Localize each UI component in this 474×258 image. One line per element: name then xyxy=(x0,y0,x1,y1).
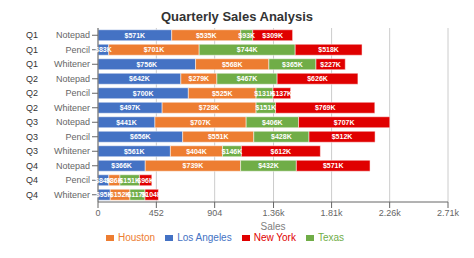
svg-text:$561K: $561K xyxy=(124,148,145,156)
svg-text:$701K: $701K xyxy=(144,46,165,54)
svg-text:$428K: $428K xyxy=(271,133,292,141)
svg-text:$568K: $568K xyxy=(222,61,243,69)
svg-text:Sales: Sales xyxy=(260,221,285,232)
html-text:Texas: Texas xyxy=(317,232,345,243)
svg-text:Q1: Q1 xyxy=(26,59,38,69)
svg-text:$93K: $93K xyxy=(238,32,255,40)
svg-text:Q3: Q3 xyxy=(26,146,38,156)
svg-text:$571K: $571K xyxy=(323,162,344,170)
svg-text:$279K: $279K xyxy=(189,75,210,83)
svg-text:904: 904 xyxy=(207,208,222,218)
svg-text:$525K: $525K xyxy=(212,90,233,98)
svg-text:$152K: $152K xyxy=(109,191,131,199)
svg-text:$642K: $642K xyxy=(129,75,150,83)
svg-text:$571K: $571K xyxy=(125,32,146,40)
html-text:Houston: Houston xyxy=(117,232,156,243)
svg-text:452: 452 xyxy=(149,208,164,218)
svg-text:$86K: $86K xyxy=(106,176,123,184)
svg-text:$707K: $707K xyxy=(334,119,355,127)
svg-text:$117K: $117K xyxy=(127,191,148,199)
svg-text:Whitener: Whitener xyxy=(54,103,90,113)
svg-text:$700K: $700K xyxy=(133,90,154,98)
svg-text:Q2: Q2 xyxy=(26,74,38,84)
svg-text:Notepad: Notepad xyxy=(56,30,90,40)
svg-text:$626K: $626K xyxy=(307,75,328,83)
svg-text:Q1: Q1 xyxy=(26,45,38,55)
svg-text:Q4: Q4 xyxy=(26,175,38,185)
svg-text:$137K: $137K xyxy=(272,90,293,98)
svg-text:Whitener: Whitener xyxy=(54,190,90,200)
svg-text:$366K: $366K xyxy=(111,162,132,170)
svg-text:$612K: $612K xyxy=(271,148,292,156)
svg-text:$497K: $497K xyxy=(120,104,141,112)
svg-text:$707K: $707K xyxy=(190,119,211,127)
svg-text:$535K: $535K xyxy=(196,32,217,40)
svg-text:$744K: $744K xyxy=(237,46,258,54)
svg-text:$151K: $151K xyxy=(119,176,140,184)
svg-text:2.26k: 2.26k xyxy=(379,208,402,218)
svg-text:Q2: Q2 xyxy=(26,103,38,113)
svg-text:$104K: $104K xyxy=(141,191,162,199)
svg-text:Notepad: Notepad xyxy=(56,161,90,171)
svg-text:Pencil: Pencil xyxy=(65,175,90,185)
svg-text:$756K: $756K xyxy=(136,61,157,69)
html-text:Los Angeles: Los Angeles xyxy=(177,232,232,243)
svg-text:$739K: $739K xyxy=(183,162,204,170)
svg-text:$365K: $365K xyxy=(282,61,303,69)
html-text:Quarterly Sales Analysis: Quarterly Sales Analysis xyxy=(161,9,313,24)
svg-text:Pencil: Pencil xyxy=(65,132,90,142)
svg-text:2.71k: 2.71k xyxy=(437,208,460,218)
svg-text:Notepad: Notepad xyxy=(56,74,90,84)
svg-text:$95K: $95K xyxy=(95,191,113,199)
svg-text:1.36k: 1.36k xyxy=(263,208,286,218)
svg-text:$467K: $467K xyxy=(237,75,258,83)
svg-text:$728K: $728K xyxy=(199,104,220,112)
svg-text:$309K: $309K xyxy=(262,32,283,40)
svg-text:$441K: $441K xyxy=(116,119,137,127)
html-text:New York: New York xyxy=(253,232,296,243)
svg-text:Q2: Q2 xyxy=(26,88,38,98)
svg-text:$656K: $656K xyxy=(130,133,151,141)
svg-text:Whitener: Whitener xyxy=(54,146,90,156)
svg-text:$84K: $84K xyxy=(95,176,112,184)
svg-text:1.81k: 1.81k xyxy=(321,208,344,218)
svg-text:$769K: $769K xyxy=(315,104,336,112)
svg-text:Pencil: Pencil xyxy=(65,88,90,98)
svg-text:$518K: $518K xyxy=(318,46,339,54)
svg-text:Q3: Q3 xyxy=(26,117,38,127)
svg-text:$406K: $406K xyxy=(262,119,283,127)
svg-text:Q1: Q1 xyxy=(26,30,38,40)
svg-text:Whitener: Whitener xyxy=(54,59,90,69)
svg-text:Q3: Q3 xyxy=(26,132,38,142)
svg-text:$131K: $131K xyxy=(254,89,275,97)
svg-text:$151K: $151K xyxy=(256,104,277,112)
svg-text:0: 0 xyxy=(95,208,100,218)
svg-text:$83K: $83K xyxy=(95,46,112,54)
svg-text:$512K: $512K xyxy=(332,133,353,141)
svg-text:$227K: $227K xyxy=(320,61,341,69)
svg-text:Q4: Q4 xyxy=(26,161,38,171)
svg-text:$432K: $432K xyxy=(258,162,279,170)
svg-text:Pencil: Pencil xyxy=(65,45,90,55)
svg-text:$551K: $551K xyxy=(208,133,229,141)
svg-text:Q4: Q4 xyxy=(26,190,38,200)
svg-text:Notepad: Notepad xyxy=(56,117,90,127)
svg-text:$146K: $146K xyxy=(222,148,243,156)
svg-text:$404K: $404K xyxy=(186,148,207,156)
svg-text:$96K: $96K xyxy=(137,177,154,185)
